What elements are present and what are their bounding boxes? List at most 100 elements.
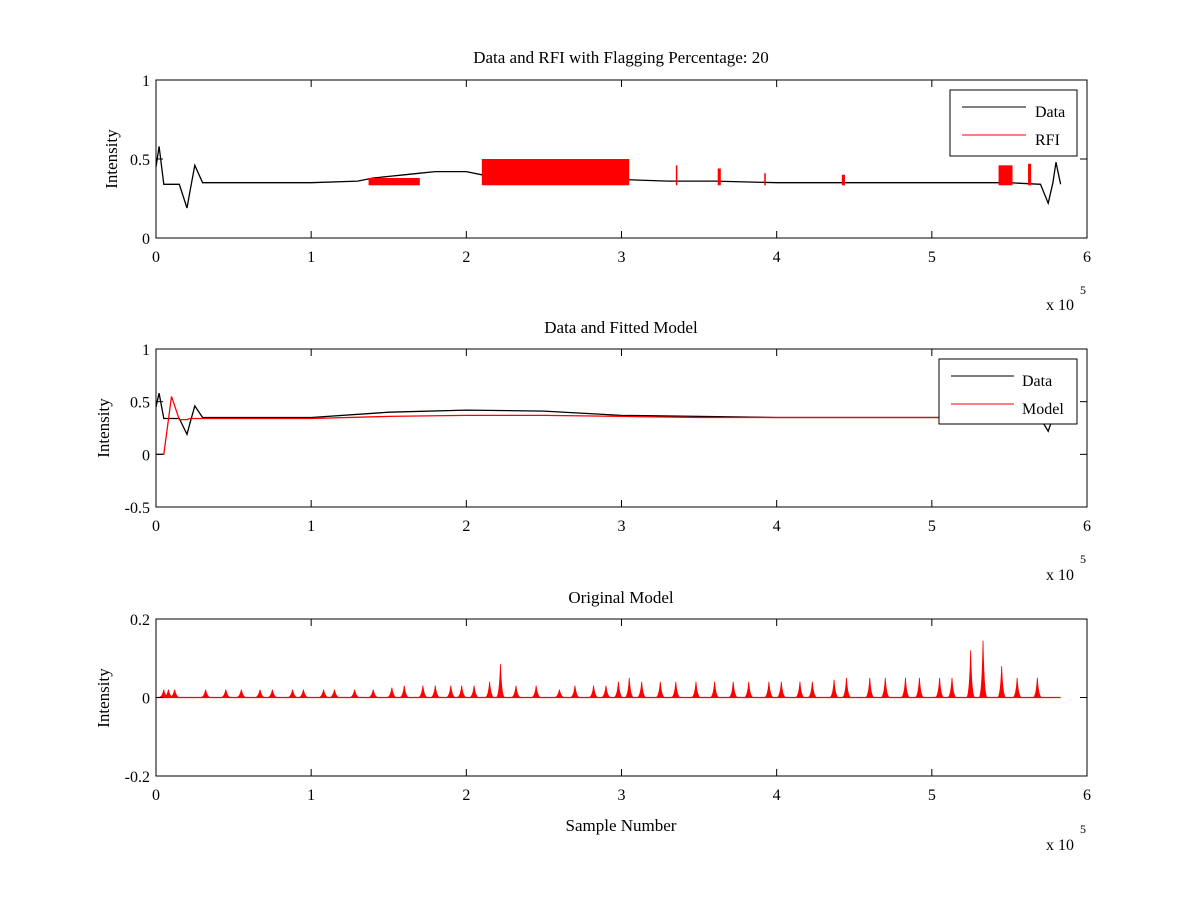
model-spike [613,681,624,698]
model-spike [654,681,666,698]
y-tick-label: 0 [142,691,150,708]
model-spike [600,685,612,698]
series-line-data [155,146,1062,209]
chart-title: Data and RFI with Flagging Percentage: 2… [473,48,769,67]
model-spike [807,681,818,698]
x-tick-label: 6 [1083,249,1091,266]
model-spike [417,685,429,698]
rfi-flagged-segment [368,177,420,186]
y-axis-label: Intensity [94,668,113,728]
chart-title: Original Model [568,588,674,607]
legend: Data RFI [949,89,1078,157]
model-spike [934,677,945,698]
y-tick-label: 0 [142,447,150,464]
model-spike [977,640,989,698]
model-spike [530,685,542,698]
plot-area [155,146,1062,209]
x-tick-label: 3 [618,518,626,535]
model-spike [864,677,876,698]
x-multiplier: x 10 [1046,567,1074,584]
ticks: 0 1 2 3 4 5 6-0.200.2 [125,612,1091,804]
y-tick-label: -0.2 [125,769,150,786]
x-tick-label: 3 [618,249,626,266]
model-spike [569,685,581,698]
x-tick-label: 5 [928,787,936,804]
y-tick-label: 0 [142,231,150,248]
plot-area [156,640,1061,699]
legend-label-model: Model [1022,401,1064,418]
model-spike [996,666,1007,698]
model-spike [670,681,682,698]
model-spike [794,681,806,698]
model-spike [429,685,441,698]
model-spike [169,689,180,698]
model-spike [267,689,278,698]
x-tick-label: 5 [928,518,936,535]
model-spike [398,685,410,698]
rfi-flagged-segment [481,159,630,186]
model-spike [914,677,925,698]
x-tick-label: 2 [462,787,470,804]
x-tick-label: 2 [462,518,470,535]
model-spike [1011,677,1023,698]
y-tick-label: 0.2 [130,612,150,629]
x-tick-label: 3 [618,787,626,804]
model-spike [965,650,976,698]
y-tick-label: 1 [142,73,150,90]
model-spike [588,685,599,698]
legend-box [938,358,1078,425]
x-tick-label: 6 [1083,518,1091,535]
subplot-rfi-flagging: Data and RFI with Flagging Percentage: 2… [102,48,1091,314]
ticks: 0 1 2 3 4 5 6 0 0.5 1 [130,73,1091,266]
y-axis-label: Intensity [94,398,113,458]
model-spike [200,689,211,698]
rfi-flagged-segment [841,174,845,186]
y-tick-label: 0.5 [130,395,150,412]
x-multiplier-exponent: 5 [1080,283,1086,297]
y-tick-label: 1 [142,342,150,359]
rfi-flagged-segment [998,165,1013,186]
model-spike [484,681,495,698]
subplot-fitted-model: Data and Fitted Model Intensity 0 1 2 3 4 5 6 -… [94,318,1091,584]
chart-title: Data and Fitted Model [544,318,698,337]
y-axis-label: Intensity [102,129,121,189]
model-spike [709,681,720,698]
rfi-flagged-segment [675,165,678,186]
model-spike [349,689,360,698]
rfi-flagged-segment [717,168,721,186]
legend: Data Model [938,358,1078,425]
model-spike [318,689,329,698]
model-spike [445,685,457,698]
x-tick-label: 5 [928,249,936,266]
rfi-flagged-segment [764,173,766,186]
x-tick-label: 4 [773,787,781,804]
model-spike [510,685,522,698]
x-multiplier: x 10 [1046,297,1074,314]
model-spike [828,679,840,698]
model-spike [690,681,702,698]
model-spike [879,677,891,698]
model-spike [1032,677,1043,698]
x-tick-label: 0 [152,787,160,804]
model-spike [298,689,309,698]
model-spike [900,677,911,698]
legend-box [949,89,1078,157]
model-spike [727,681,739,698]
model-spike [763,681,775,698]
rfi-flagged-segment [1028,163,1032,186]
model-spike [367,689,379,698]
model-spike [841,677,852,698]
legend-label-data: Data [1022,373,1052,390]
model-spike [495,664,506,698]
model-spike [776,681,787,698]
y-tick-label: -0.5 [125,500,150,517]
model-spike [636,681,647,698]
model-spike [220,689,232,698]
x-tick-label: 2 [462,249,470,266]
ticks: 0 1 2 3 4 5 6-0.500.51 [125,342,1091,535]
model-spike [946,677,958,698]
model-spike [287,689,298,698]
x-axis-label: Sample Number [566,816,677,835]
x-tick-label: 1 [307,249,315,266]
